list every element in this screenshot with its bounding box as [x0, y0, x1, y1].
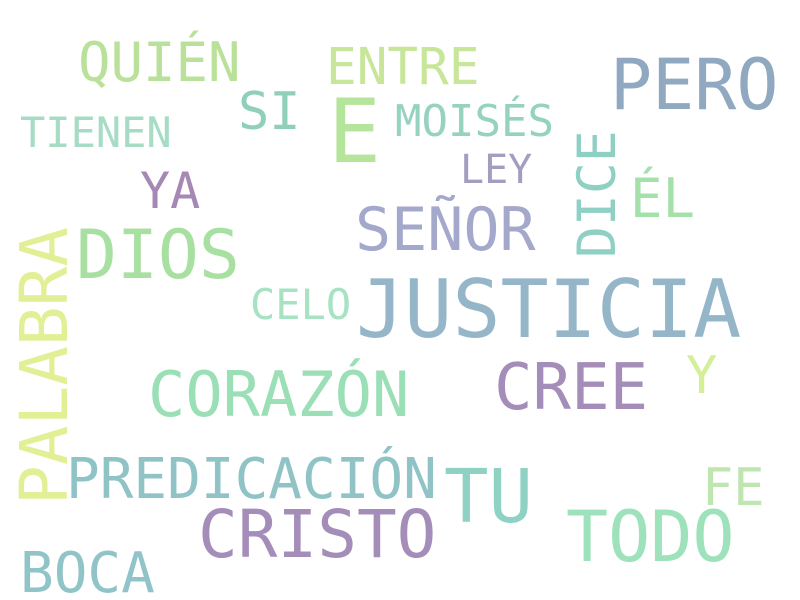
word-dice: DICE — [567, 130, 628, 258]
word-senor: SEÑOR — [355, 195, 536, 265]
word-pero: PERO — [610, 44, 779, 126]
word-tu: TU — [444, 454, 534, 540]
word-boca: BOCA — [20, 541, 155, 600]
word-entre: ENTRE — [326, 38, 480, 97]
word-ya: YA — [140, 162, 201, 220]
word-y: Y — [686, 346, 718, 406]
word-todo: TODO — [566, 496, 735, 578]
word-cristo: CRISTO — [198, 496, 437, 573]
word-e: E — [328, 80, 381, 183]
word-si: SI — [238, 82, 301, 142]
word-cree: CREE — [494, 351, 649, 425]
word-quien: QUIÉN — [78, 31, 241, 94]
word-el: ÉL — [630, 167, 696, 230]
word-celo: CELO — [250, 280, 352, 329]
word-fe: FE — [702, 458, 765, 518]
word-dios: DIOS — [76, 216, 240, 295]
word-justicia: JUSTICIA — [356, 263, 742, 356]
word-moises: MOISÉS — [395, 96, 554, 147]
word-ley: LEY — [460, 147, 533, 193]
word-predicacion: PREDICACIÓN — [66, 447, 437, 512]
word-tienen: TIENEN — [20, 108, 172, 157]
word-corazon: CORAZÓN — [148, 358, 410, 431]
